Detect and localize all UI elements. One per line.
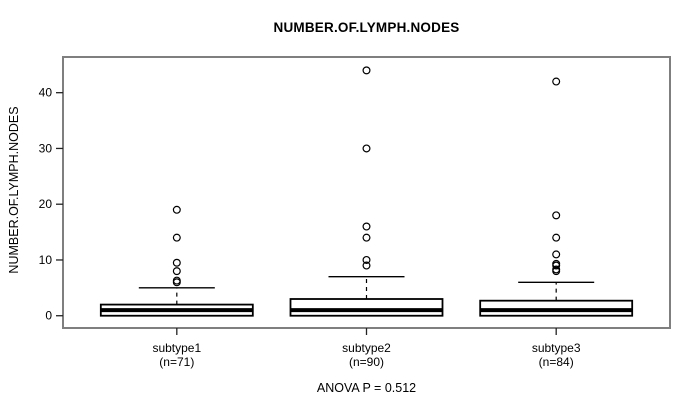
outlier-point <box>172 267 181 276</box>
outlier-point <box>362 233 371 242</box>
x-group-label: subtype2 <box>342 341 391 355</box>
y-tick-label: 30 <box>39 141 53 155</box>
outlier-point <box>172 258 181 267</box>
outlier-point <box>362 66 371 75</box>
outlier-point <box>552 211 561 220</box>
outlier-point <box>552 265 561 274</box>
outlier-point <box>172 233 181 242</box>
x-group-label: subtype3 <box>532 341 581 355</box>
box-subtype2 <box>289 298 444 317</box>
outlier-point <box>362 144 371 153</box>
chart-title: NUMBER.OF.LYMPH.NODES <box>273 20 460 35</box>
x-group-count-label: (n=90) <box>349 355 384 369</box>
y-tick-label: 10 <box>39 253 53 267</box>
outlier-point <box>172 276 181 285</box>
outlier-point <box>172 205 181 214</box>
outlier-point <box>362 261 371 270</box>
outlier-point <box>552 250 561 259</box>
outlier-point <box>362 255 371 264</box>
outlier-point <box>362 222 371 231</box>
outlier-point <box>552 77 561 86</box>
x-group-label: subtype1 <box>152 341 201 355</box>
y-tick-label: 0 <box>45 309 52 323</box>
y-tick-label: 40 <box>39 86 53 100</box>
outlier-point <box>552 233 561 242</box>
x-group-count-label: (n=84) <box>539 355 574 369</box>
outlier-point <box>552 259 561 268</box>
x-group-count-label: (n=71) <box>159 355 194 369</box>
anova-p-value: ANOVA P = 0.512 <box>316 381 417 395</box>
y-tick-label: 20 <box>39 197 53 211</box>
